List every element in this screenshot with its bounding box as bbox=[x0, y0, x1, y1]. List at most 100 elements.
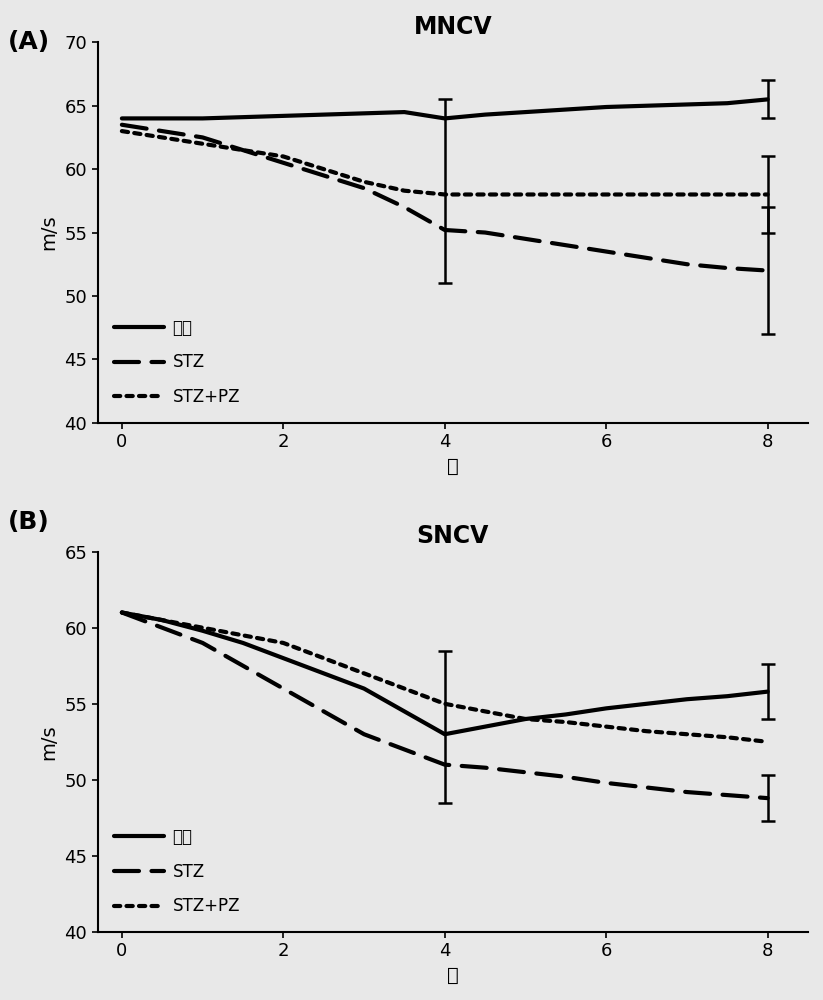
STZ+PZ bbox=[278, 637, 288, 649]
对照 bbox=[520, 106, 530, 118]
Text: (B): (B) bbox=[8, 510, 50, 534]
STZ+PZ bbox=[763, 736, 773, 748]
STZ+PZ bbox=[480, 188, 490, 200]
STZ bbox=[278, 683, 288, 695]
对照 bbox=[399, 106, 409, 118]
STZ+PZ bbox=[682, 188, 692, 200]
STZ bbox=[359, 728, 369, 740]
STZ bbox=[399, 201, 409, 213]
STZ+PZ bbox=[439, 698, 449, 710]
Title: SNCV: SNCV bbox=[416, 524, 489, 548]
对照 bbox=[763, 93, 773, 105]
Legend: 对照, STZ, STZ+PZ: 对照, STZ, STZ+PZ bbox=[106, 310, 249, 414]
STZ bbox=[723, 789, 732, 801]
STZ bbox=[117, 607, 127, 619]
STZ bbox=[763, 792, 773, 804]
Line: 对照: 对照 bbox=[122, 613, 768, 734]
对照 bbox=[439, 728, 449, 740]
STZ+PZ bbox=[480, 705, 490, 717]
对照 bbox=[723, 97, 732, 109]
STZ bbox=[157, 622, 167, 634]
STZ+PZ bbox=[399, 185, 409, 197]
对照 bbox=[359, 683, 369, 695]
对照 bbox=[642, 698, 652, 710]
对照 bbox=[682, 693, 692, 705]
STZ bbox=[198, 131, 207, 143]
对照 bbox=[642, 100, 652, 112]
STZ bbox=[439, 759, 449, 771]
STZ+PZ bbox=[157, 131, 167, 143]
STZ bbox=[520, 766, 530, 778]
STZ bbox=[117, 119, 127, 131]
Line: STZ+PZ: STZ+PZ bbox=[122, 613, 768, 742]
对照 bbox=[319, 109, 328, 121]
对照 bbox=[480, 721, 490, 733]
STZ bbox=[763, 265, 773, 277]
Y-axis label: m/s: m/s bbox=[40, 215, 58, 250]
STZ+PZ bbox=[439, 188, 449, 200]
Line: STZ+PZ: STZ+PZ bbox=[122, 131, 768, 194]
STZ bbox=[682, 258, 692, 270]
STZ+PZ bbox=[602, 188, 611, 200]
对照 bbox=[157, 112, 167, 124]
STZ bbox=[439, 224, 449, 236]
STZ+PZ bbox=[117, 125, 127, 137]
STZ+PZ bbox=[359, 667, 369, 679]
对照 bbox=[480, 109, 490, 121]
STZ bbox=[319, 169, 328, 181]
STZ+PZ bbox=[561, 716, 571, 728]
STZ bbox=[520, 233, 530, 245]
STZ bbox=[642, 252, 652, 264]
STZ+PZ bbox=[642, 725, 652, 737]
STZ bbox=[480, 762, 490, 774]
X-axis label: 周: 周 bbox=[447, 966, 458, 985]
STZ bbox=[359, 182, 369, 194]
对照 bbox=[198, 112, 207, 124]
STZ bbox=[602, 246, 611, 258]
STZ bbox=[319, 705, 328, 717]
STZ bbox=[480, 227, 490, 239]
STZ+PZ bbox=[319, 163, 328, 175]
STZ+PZ bbox=[157, 614, 167, 626]
STZ bbox=[399, 743, 409, 755]
STZ bbox=[682, 786, 692, 798]
STZ bbox=[561, 771, 571, 783]
STZ bbox=[723, 262, 732, 274]
对照 bbox=[117, 607, 127, 619]
STZ+PZ bbox=[520, 188, 530, 200]
对照 bbox=[157, 614, 167, 626]
对照 bbox=[682, 98, 692, 110]
STZ bbox=[238, 144, 248, 156]
STZ bbox=[198, 637, 207, 649]
STZ bbox=[602, 777, 611, 789]
对照 bbox=[561, 104, 571, 116]
STZ+PZ bbox=[561, 188, 571, 200]
对照 bbox=[520, 713, 530, 725]
X-axis label: 周: 周 bbox=[447, 457, 458, 476]
对照 bbox=[561, 708, 571, 720]
对照 bbox=[602, 101, 611, 113]
Y-axis label: m/s: m/s bbox=[40, 724, 58, 760]
Legend: 对照, STZ, STZ+PZ: 对照, STZ, STZ+PZ bbox=[106, 820, 249, 924]
对照 bbox=[238, 637, 248, 649]
Line: STZ: STZ bbox=[122, 125, 768, 271]
STZ+PZ bbox=[520, 713, 530, 725]
对照 bbox=[238, 111, 248, 123]
对照 bbox=[723, 690, 732, 702]
STZ+PZ bbox=[602, 721, 611, 733]
Text: (A): (A) bbox=[8, 30, 50, 54]
STZ bbox=[278, 157, 288, 169]
对照 bbox=[117, 112, 127, 124]
Line: 对照: 对照 bbox=[122, 99, 768, 118]
对照 bbox=[198, 625, 207, 637]
对照 bbox=[319, 667, 328, 679]
STZ+PZ bbox=[723, 731, 732, 743]
STZ+PZ bbox=[682, 728, 692, 740]
对照 bbox=[399, 705, 409, 717]
STZ bbox=[642, 781, 652, 793]
Title: MNCV: MNCV bbox=[413, 15, 492, 39]
对照 bbox=[763, 686, 773, 698]
STZ+PZ bbox=[723, 188, 732, 200]
STZ+PZ bbox=[399, 683, 409, 695]
对照 bbox=[278, 110, 288, 122]
